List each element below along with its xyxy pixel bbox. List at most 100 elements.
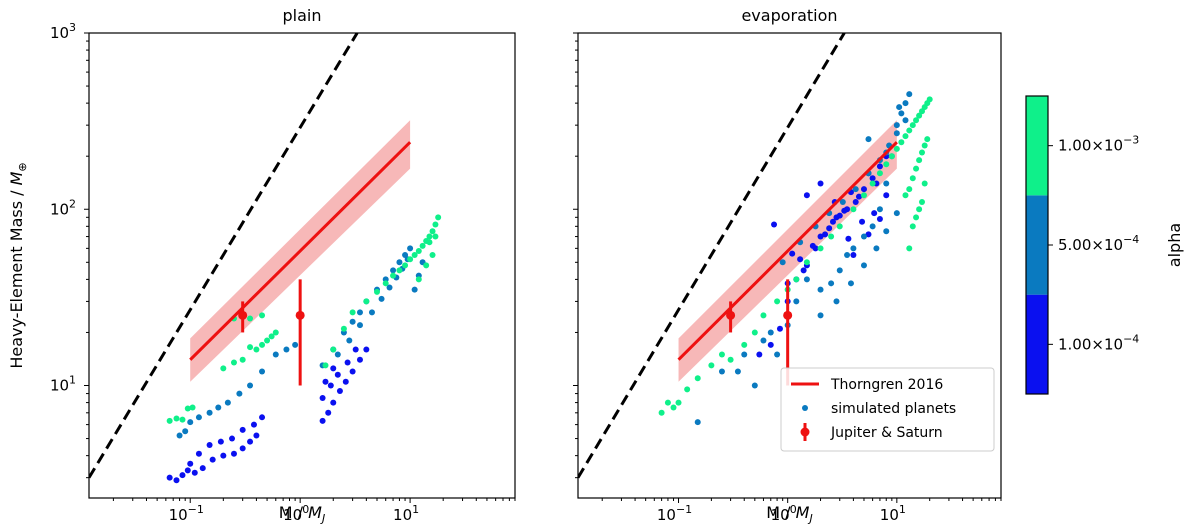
scatter-point: [828, 280, 835, 287]
scatter-point: [239, 445, 246, 452]
scatter-point: [924, 136, 931, 143]
scatter-point: [340, 325, 347, 332]
scatter-point: [921, 142, 928, 149]
scatter-point: [826, 225, 833, 232]
scatter-point: [411, 252, 418, 259]
scatter-point: [829, 218, 836, 225]
scatter-point: [220, 365, 227, 372]
scatter-point: [767, 329, 774, 336]
scatter-point: [334, 351, 341, 358]
scatter-point: [664, 399, 671, 406]
legend: Thorngren 2016 simulated planets Jupiter &…: [780, 367, 995, 452]
panel-2: Thorngren 2016 simulated planets Jupiter &…: [573, 32, 1002, 503]
scatter-point: [247, 438, 254, 445]
scatter-point: [902, 117, 909, 124]
scatter-point: [865, 136, 872, 143]
scatter-point: [352, 346, 359, 353]
scatter-point: [426, 239, 433, 246]
scatter-point: [382, 280, 389, 287]
colorbar-segment: [1026, 195, 1048, 295]
saturn-errorbar: [238, 301, 248, 333]
scatter-point: [215, 404, 222, 411]
errorbar-point: [726, 310, 736, 320]
scatter-point: [913, 117, 920, 124]
scatter-point: [259, 414, 266, 421]
scatter-point: [844, 252, 851, 259]
scatter-point: [833, 214, 840, 221]
scatter-point: [173, 415, 180, 422]
scatter-point: [259, 368, 266, 375]
scatter-point: [368, 309, 375, 316]
scatter-point: [841, 207, 848, 214]
scatter-point: [913, 214, 920, 221]
scatter-point: [741, 341, 748, 348]
scatter-point: [195, 450, 202, 457]
scatter-point: [206, 441, 213, 448]
scatter-point: [363, 298, 370, 305]
scatter-point: [767, 341, 774, 348]
scatter-point: [191, 469, 198, 476]
scatter-point: [356, 309, 363, 316]
errorbar-point: [295, 310, 305, 320]
jupiter-errorbar: [295, 279, 305, 386]
scatter-point: [741, 351, 748, 358]
scatter-point: [253, 432, 260, 439]
scatter-point: [330, 399, 337, 406]
scatter-point: [179, 416, 186, 423]
scatter-point: [836, 223, 843, 230]
scatter-point: [429, 252, 436, 259]
scatter-point: [833, 298, 840, 305]
one-to-one-dashed-line: [578, 33, 846, 479]
scatter-point: [334, 371, 341, 378]
scatter-point: [865, 231, 872, 238]
scatter-point: [847, 280, 854, 287]
scatter-point: [926, 96, 933, 103]
scatter-point: [432, 221, 439, 228]
legend-entry-label: Thorngren 2016: [830, 377, 943, 393]
scatter-point: [182, 428, 189, 435]
thorngren-fit-line: [677, 141, 898, 361]
x-tick-label: 10−1: [657, 503, 692, 524]
scatter-point: [803, 192, 810, 199]
scatter-point: [195, 414, 202, 421]
scatter-point: [909, 122, 916, 129]
scatter-point: [859, 218, 866, 225]
scatter-point: [236, 390, 243, 397]
scatter-point: [789, 250, 796, 257]
x-axis-label: M / MJ: [279, 503, 325, 525]
scatter-point: [166, 417, 173, 424]
scatter-point: [330, 365, 337, 372]
legend-errorbar-point: [800, 427, 810, 437]
panel-title: plain: [283, 6, 322, 25]
scatter-point: [918, 198, 925, 205]
scatter-point: [396, 267, 403, 274]
colorbar-tick-label: 1.00×10−4: [1058, 332, 1139, 353]
scatter-point: [363, 346, 370, 353]
scatter-point: [176, 432, 183, 439]
scatter-series-alpha-0.001: [166, 214, 442, 424]
scatter-series-alpha-0.0001: [166, 346, 370, 484]
scatter-point: [893, 122, 900, 129]
x-tick-label: 100: [283, 503, 309, 524]
legend-entry-label: Jupiter & Saturn: [830, 425, 943, 441]
panel-title: evaporation: [741, 6, 837, 25]
scatter-point: [906, 127, 913, 134]
errorbar-point: [238, 310, 248, 320]
colorbar-frame: [1025, 95, 1049, 395]
scatter-point: [247, 344, 254, 351]
scatter-point: [173, 477, 180, 484]
scatter-point: [896, 104, 903, 111]
scatter-point: [386, 284, 393, 291]
scatter-point: [871, 210, 878, 217]
scatter-point: [264, 337, 271, 344]
scatter-point: [909, 223, 916, 230]
legend-box: [780, 367, 995, 452]
scatter-point: [378, 295, 385, 302]
scatter-point: [187, 460, 194, 467]
colorbar-segment: [1026, 294, 1048, 394]
scatter-point: [906, 186, 913, 193]
y-tick-label: 101: [50, 374, 76, 395]
scatter-point: [760, 312, 767, 319]
scatter-point: [727, 356, 734, 363]
